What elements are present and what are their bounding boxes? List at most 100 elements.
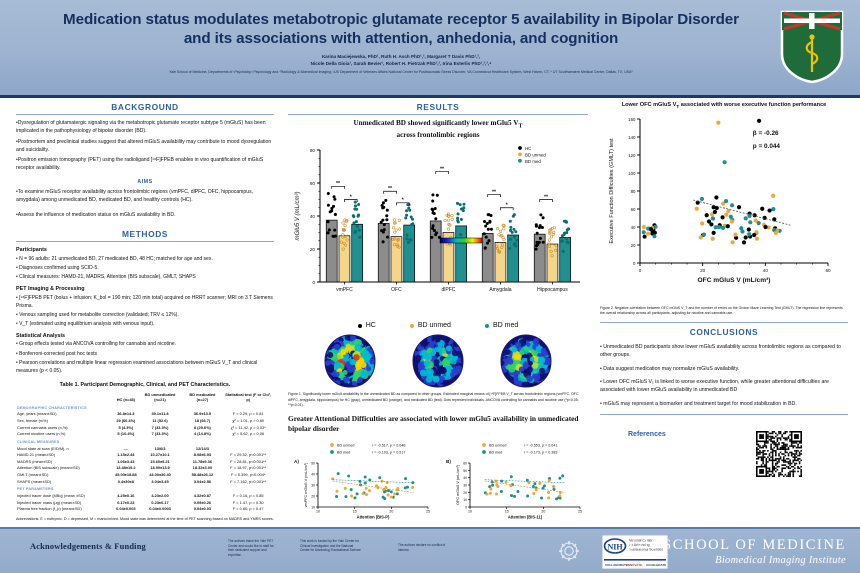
background-bullets: •Dysregulation of glutamatergic signalin… [16,119,274,173]
svg-text:*: * [506,203,509,209]
svg-text:0: 0 [639,268,642,273]
table-row-label: Injected tracer dose (MBq) (mean ±SD) [17,492,85,498]
conclusion-3: • mGluS may represent a biomarker and tr… [600,400,797,407]
methods-item-1-0: • [¹⁸F]FPEB PET (bolus + infusion; K_bol… [16,294,273,309]
svg-text:dlPFC: dlPFC [441,287,455,293]
table-cell: 45.00±18.88 [115,471,137,477]
author-list: Karina Maciejewska, PhD¹, Ruth H. Asch P… [46,53,756,67]
brain-pet-bd-med-icon [500,334,552,388]
svg-text:50: 50 [463,468,467,472]
svg-text:**: ** [544,195,549,201]
table-col-4: Statistical test (F or Chi², p) [225,391,272,402]
svg-text:10: 10 [468,509,472,513]
table-cell: 18 (66.7) [194,417,211,423]
svg-text:**: ** [388,186,393,192]
participant-characteristics-table: HC (n=48) BD unmedicated (n=21) BD medic… [16,391,274,512]
table-cell: 1.06±3.43 [117,458,135,464]
svg-text:**: ** [336,181,341,187]
svg-text:40: 40 [463,476,467,480]
table-cell: χ² = 1.01, p = 0.60 [232,417,265,423]
qr-code-icon[interactable] [756,431,802,478]
table-row: Mood state at scan (E/D/M), n — 13/6/3 12/1… [16,445,274,452]
svg-text:60: 60 [825,268,831,273]
table-cell: χ² = 5.62, p = 0.06 [232,431,265,437]
table-cell: F = 28.81, p<0.001** [230,458,267,464]
table-group-label: CLINICAL MEASURES [17,439,60,444]
section-header-methods: METHODS [16,229,274,243]
table-cell: 12/14/3 [195,445,209,451]
svg-text:BD unmed: BD unmed [525,153,546,158]
table-row-label: Age, years (mean±SD) [17,411,57,417]
svg-text:r = -0.103, p = 0.517: r = -0.103, p = 0.517 [372,450,405,454]
table-cell: F = 18.97, p<0.001** [230,465,267,471]
poster-body: BACKGROUND •Dysregulation of glutamaterg… [0,98,860,532]
table-group-row: PET PARAMETERS [16,484,274,492]
table-row-label: SHAPS (mean±SD) [17,478,52,484]
svg-text:NIH: NIH [607,543,623,552]
svg-text:60: 60 [310,181,316,186]
svg-text:β = -0.26: β = -0.26 [753,130,779,137]
nih-ncats-logo-icon: NIH National Center for Advancing Transl… [602,535,668,569]
svg-text:30: 30 [311,483,315,487]
poster-footer: Acknowledgements & Funding The authors t… [0,527,860,573]
table-note: Abbreviations: E = euthymic, D = depress… [16,516,274,521]
table-cell: 39.1±11.8 [151,411,169,417]
table-cell: — [123,445,128,451]
table-cell [222,445,274,452]
table-col-0 [16,391,114,403]
ack-text-3: The authors declare no conflict of inter… [398,543,446,552]
table-cell: F = 0.29, p = 0.81 [232,411,264,417]
svg-text:80: 80 [631,189,636,194]
table-cell: 13.48±19.2 [116,465,136,471]
aims-bullet-1: •Assess the influence of medication stat… [16,212,176,218]
figure1-title-l2: across frontolimbic regions [396,130,480,139]
column-left: BACKGROUND •Dysregulation of glutamaterg… [16,102,274,522]
table-cell: 58.48±26.12 [191,471,214,477]
svg-text:100: 100 [628,171,636,176]
brain-pet-bd-unmed-icon [412,334,464,388]
methods-item-2-0: • Group effects tested via ANCOVA contro… [16,341,176,348]
svg-text:20: 20 [700,268,706,273]
figure1-title-l1: Unmedicated BD showed significantly lowe… [353,119,519,127]
brain-pet-hc-icon [324,334,376,388]
aims-bullets: •To examine mGluS receptor availability … [16,188,274,220]
svg-text:40: 40 [311,472,315,476]
legend-label-bd-med: BD med [492,322,519,330]
svg-text:vmPFC mGlu5 V (mL/cm³): vmPFC mGlu5 V (mL/cm³) [304,461,308,506]
table-cell: 8 (29.6%) [193,424,211,430]
table-row-label: GMLT (mean±SD) [17,471,49,477]
divider [600,322,848,324]
svg-text:80: 80 [310,148,316,153]
table-row: Plasma free fraction (f_p) (mean±SD) 0.04… [16,505,274,512]
author-line-2: Nicole Della Gioia¹, Sarah Bevier¹, Robe… [310,61,492,67]
methods-item-1-1: • Venous sampling used for metabolite co… [16,311,179,318]
svg-text:20: 20 [310,247,316,252]
table-cell: F = 1.47, p = 0.30 [232,499,264,505]
table-row: Attention (BIS subscale) (mean±SD) 13.48±… [16,465,274,472]
table-row: HAMD-21 (mean±SD) 1.15±2.44 10.27±10.1 8.08… [16,451,274,458]
table-row-label: Current nicotine users (n,%) [17,431,66,437]
brain-pet-images [288,333,588,389]
table-row: GMLT (mean±SD) 45.00±18.88 43.00±30.40 58.4… [16,471,274,478]
table-row-label: HAMD-21 (mean±SD) [17,452,56,458]
yale-medicine-shield-icon [780,10,844,84]
background-bullet-2: •Positron emission tomography (PET) usin… [16,157,264,172]
svg-text:0: 0 [633,261,636,266]
svg-text:BD med: BD med [337,450,350,454]
ack-text-2: This work is funded by the Yale Center f… [300,539,361,553]
table-cell: 18.90±13.9 [150,465,170,471]
methods-item-2-1: • Bonferroni-corrected post hoc tests [16,350,97,357]
svg-text:20: 20 [463,490,467,494]
table-cell: 1.15±2.44 [117,452,135,458]
svg-text:BD unmed: BD unmed [337,443,354,447]
svg-text:Executive Function Difficultie: Executive Function Difficulties (GMLT) t… [609,138,615,244]
svg-text:A): A) [294,459,299,464]
conclusion-2: • Lower OFC mGluS V₁ is linked to worse … [600,379,829,394]
author-line-1: Karina Maciejewska, PhD¹, Ruth H. Asch P… [321,53,481,59]
figure2-heading: Lower OFC mGluS VT associated with worse… [600,102,848,111]
svg-text:0: 0 [312,280,315,285]
methods-title-0: Participants [16,247,47,254]
table-row: Current cannabis users (n,%) 5 (4.3%) 7 (3… [16,424,274,431]
section-header-results: RESULTS [288,102,588,115]
svg-text:vmPFC: vmPFC [336,287,353,293]
